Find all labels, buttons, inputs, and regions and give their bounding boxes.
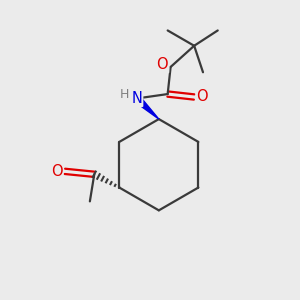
Text: H: H (120, 88, 129, 101)
Text: N: N (131, 91, 142, 106)
Polygon shape (134, 96, 159, 119)
Text: O: O (157, 57, 168, 72)
Text: O: O (51, 164, 62, 179)
Text: O: O (196, 89, 208, 104)
